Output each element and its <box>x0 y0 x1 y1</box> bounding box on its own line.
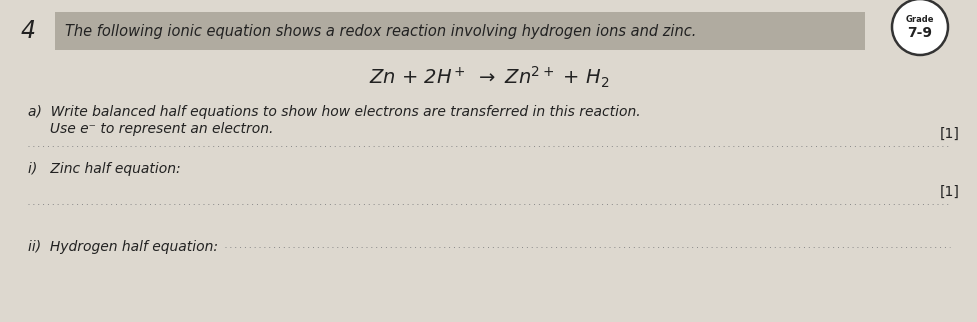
Text: [1]: [1] <box>939 185 959 199</box>
Text: The following ionic equation shows a redox reaction involving hydrogen ions and : The following ionic equation shows a red… <box>64 24 696 39</box>
Text: a)  Write balanced half equations to show how electrons are transferred in this : a) Write balanced half equations to show… <box>28 105 640 119</box>
Text: Use e⁻ to represent an electron.: Use e⁻ to represent an electron. <box>28 122 274 136</box>
FancyBboxPatch shape <box>55 12 864 50</box>
Text: 7-9: 7-9 <box>907 26 931 40</box>
Text: 4: 4 <box>21 19 35 43</box>
Text: Zn + 2H$^+$ $\rightarrow$ Zn$^{2+}$ + H$_2$: Zn + 2H$^+$ $\rightarrow$ Zn$^{2+}$ + H$… <box>368 64 609 90</box>
Text: i)   Zinc half equation:: i) Zinc half equation: <box>28 162 185 176</box>
Text: [1]: [1] <box>939 127 959 141</box>
Text: ii)  Hydrogen half equation:: ii) Hydrogen half equation: <box>28 240 218 254</box>
Circle shape <box>891 0 947 55</box>
Text: Grade: Grade <box>905 14 933 24</box>
